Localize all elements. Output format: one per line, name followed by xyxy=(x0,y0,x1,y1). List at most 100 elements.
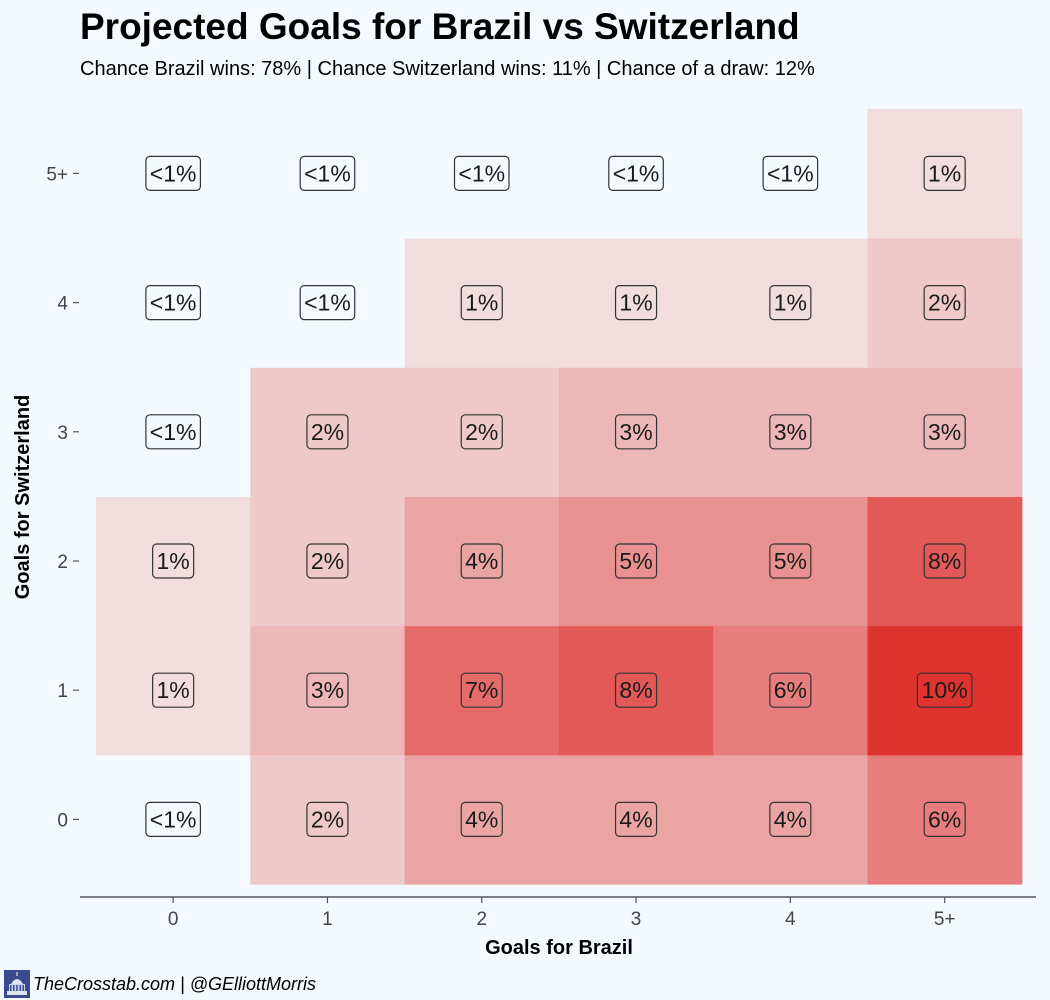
cell-label-box xyxy=(152,672,195,708)
cell-label: <1% xyxy=(145,414,201,450)
cell-label: <1% xyxy=(145,801,201,838)
cell-label: 1% xyxy=(152,543,195,579)
cell-label-box xyxy=(145,155,201,191)
x-tick-label: 3 xyxy=(631,909,642,930)
y-tick-label: 5+ xyxy=(46,164,68,185)
cell-label-text: 4% xyxy=(619,806,652,832)
cell-label-box xyxy=(923,285,966,321)
footer-credit: TheCrosstab.com | @GElliottMorris xyxy=(33,973,317,994)
cell-label-box xyxy=(769,414,812,450)
cell-label-box xyxy=(614,285,658,321)
heatmap-cell xyxy=(713,238,869,368)
x-tick-label: 0 xyxy=(168,909,179,930)
cell-label-text: 1% xyxy=(157,677,190,703)
cell-label-text: 8% xyxy=(619,677,652,703)
chart-title: Projected Goals for Brazil vs Switzerlan… xyxy=(80,6,800,47)
cell-label-box xyxy=(460,414,503,450)
cell-label: 6% xyxy=(769,672,812,708)
cell-label-text: <1% xyxy=(304,290,351,316)
cell-label-box xyxy=(916,672,973,708)
cell-label-box xyxy=(769,543,812,579)
cell-label-text: 2% xyxy=(311,419,344,445)
heatmap-cell xyxy=(867,625,1023,756)
cell-label-box xyxy=(152,543,195,579)
cell-label-text: <1% xyxy=(150,290,197,316)
y-axis-ticks: 0 1 2 3 4 5+ xyxy=(46,164,79,831)
cell-label-text: 10% xyxy=(922,677,968,703)
cell-label-text: 2% xyxy=(311,548,344,574)
cell-label: 1% xyxy=(614,285,658,321)
heatmap-cell xyxy=(96,496,251,627)
heatmap-cell xyxy=(404,238,560,368)
heatmap-cell xyxy=(250,625,406,756)
cell-label-text: 3% xyxy=(311,677,344,703)
cell-label-text: 6% xyxy=(774,677,807,703)
heatmap-cell xyxy=(250,108,406,239)
cell-label-text: 3% xyxy=(774,419,807,445)
cell-label: 1% xyxy=(769,285,812,321)
cell-label-text: 3% xyxy=(619,419,652,445)
cell-label: <1% xyxy=(762,155,819,191)
cell-label-text: 5% xyxy=(619,548,652,574)
heatmap-cell xyxy=(713,496,869,627)
cell-label-text: <1% xyxy=(150,160,197,186)
cell-label-text: 8% xyxy=(928,548,961,574)
heatmap-chart: <1% 2% 4% 4% 4% 6% 1% 3% 7% 8% 6% 10% 1% 2% 4% 5% 5% 8% <1… xyxy=(12,108,1036,959)
cell-label-box xyxy=(145,285,201,321)
cell-label-box xyxy=(145,414,201,450)
cell-label: 3% xyxy=(614,414,658,450)
heatmap-cell xyxy=(867,496,1023,627)
heatmap-cell xyxy=(713,754,869,885)
y-tick-label: 1 xyxy=(57,681,68,702)
heatmap-cell xyxy=(713,625,869,756)
cell-label-box xyxy=(299,155,356,191)
cell-label-box xyxy=(306,543,349,579)
cell-label: 3% xyxy=(769,414,812,450)
cell-label: <1% xyxy=(145,285,201,321)
cell-label-text: 1% xyxy=(619,290,652,316)
cell-label: 1% xyxy=(152,672,195,708)
cell-label: 4% xyxy=(769,801,812,838)
cell-label-box xyxy=(145,801,201,838)
cell-label: <1% xyxy=(299,155,356,191)
heatmap-cell xyxy=(250,238,406,368)
heatmap-cell xyxy=(96,754,251,885)
cell-label: 8% xyxy=(923,543,966,579)
x-tick-label: 5+ xyxy=(934,909,956,930)
heatmap-cell xyxy=(250,496,406,627)
cell-label-box xyxy=(460,801,503,838)
heatmap-cell xyxy=(404,625,560,756)
cell-label-text: 2% xyxy=(465,419,498,445)
cell-label: 7% xyxy=(460,672,503,708)
cell-label-text: 1% xyxy=(157,548,190,574)
cell-label: 8% xyxy=(614,672,658,708)
cell-label: 3% xyxy=(306,672,349,708)
cell-label-box xyxy=(762,155,819,191)
cell-label: 3% xyxy=(923,414,966,450)
cell-label-box xyxy=(614,543,658,579)
cell-label-text: <1% xyxy=(767,160,814,186)
heatmap-cell xyxy=(713,108,869,239)
y-tick-label: 0 xyxy=(57,810,68,831)
cell-label-box xyxy=(614,672,658,708)
footer: TheCrosstab.com | @GElliottMorris xyxy=(0,968,1050,1000)
heatmap-cell xyxy=(558,238,714,368)
heatmap-cell xyxy=(558,625,714,756)
heatmap-cell xyxy=(558,367,714,497)
cell-label-text: <1% xyxy=(150,806,197,832)
cell-label: 2% xyxy=(306,543,349,579)
cell-label: 2% xyxy=(306,801,349,838)
cell-label-text: 1% xyxy=(928,160,961,186)
cell-label-box xyxy=(460,285,503,321)
heatmap-cell xyxy=(404,108,560,239)
cell-label-text: 2% xyxy=(311,806,344,832)
heatmap-cell xyxy=(96,108,251,239)
heatmap-cell xyxy=(96,367,251,497)
cell-label-text: 4% xyxy=(465,548,498,574)
cell-label: <1% xyxy=(608,155,664,191)
cell-label-text: <1% xyxy=(613,160,660,186)
cell-label-text: 6% xyxy=(928,806,961,832)
heatmap-cell xyxy=(250,754,406,885)
heatmap-cell xyxy=(867,367,1023,497)
cell-label-box xyxy=(460,543,503,579)
